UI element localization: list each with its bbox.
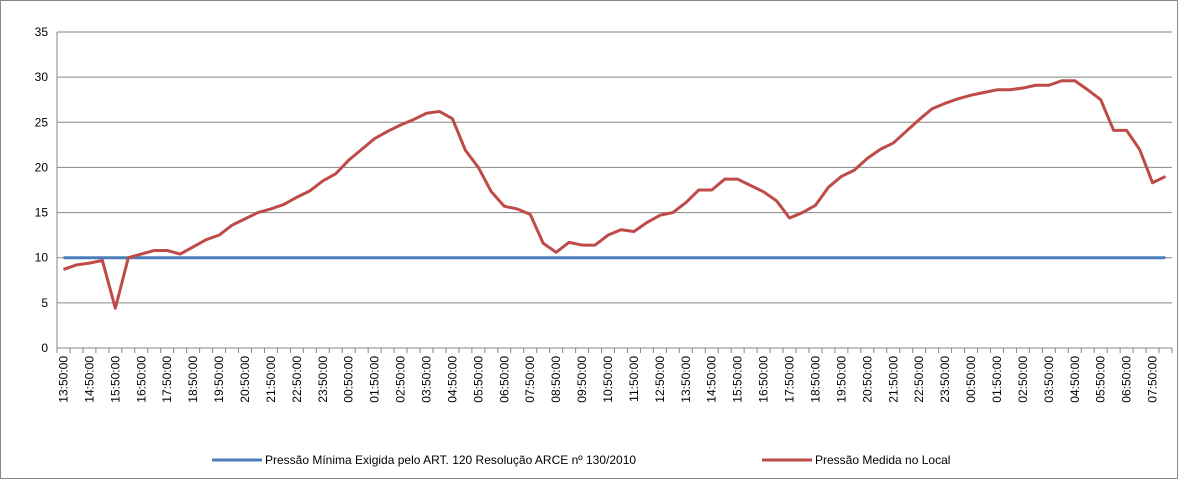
x-tick-label: 05:50:00: [471, 356, 485, 403]
x-tick-label: 02:50:00: [394, 356, 408, 403]
x-tick-label: 17:50:00: [783, 356, 797, 403]
x-tick-label: 02:50:00: [1016, 356, 1030, 403]
x-tick-label: 04:50:00: [445, 356, 459, 403]
x-tick-label: 22:50:00: [290, 356, 304, 403]
x-tick-label: 05:50:00: [1094, 356, 1108, 403]
y-tick-label: 10: [35, 251, 49, 265]
y-tick-label: 0: [41, 341, 48, 355]
x-tick-label: 00:50:00: [342, 356, 356, 403]
y-tick-label: 5: [41, 296, 48, 310]
x-tick-label: 22:50:00: [912, 356, 926, 403]
x-tick-label: 11:50:00: [627, 356, 641, 402]
x-tick-label: 20:50:00: [860, 356, 874, 403]
legend-label: Pressão Mínima Exigida pelo ART. 120 Res…: [265, 453, 636, 467]
x-tick-label: 01:50:00: [990, 356, 1004, 403]
x-tick-label: 16:50:00: [757, 356, 771, 403]
legend-label: Pressão Medida no Local: [815, 453, 950, 467]
y-tick-label: 35: [35, 25, 49, 39]
x-tick-label: 13:50:00: [679, 356, 693, 403]
x-tick-label: 09:50:00: [575, 356, 589, 403]
x-tick-label: 17:50:00: [160, 356, 174, 403]
x-tick-label: 15:50:00: [108, 356, 122, 403]
x-tick-label: 03:50:00: [1042, 356, 1056, 403]
x-tick-label: 18:50:00: [186, 356, 200, 403]
x-tick-label: 10:50:00: [601, 356, 615, 403]
x-tick-label: 07:50:00: [1146, 356, 1160, 403]
x-tick-label: 23:50:00: [316, 356, 330, 403]
x-tick-label: 14:50:00: [82, 356, 96, 403]
x-tick-label: 13:50:00: [56, 356, 70, 403]
y-tick-label: 20: [35, 160, 49, 174]
x-tick-label: 03:50:00: [420, 356, 434, 403]
x-tick-label: 20:50:00: [238, 356, 252, 403]
series-line: [62, 79, 1167, 310]
x-tick-label: 01:50:00: [368, 356, 382, 403]
x-tick-label: 19:50:00: [212, 356, 226, 403]
x-tick-label: 08:50:00: [549, 356, 563, 403]
x-tick-label: 23:50:00: [938, 356, 952, 403]
x-tick-label: 12:50:00: [653, 356, 667, 403]
y-tick-label: 25: [35, 115, 49, 129]
x-tick-label: 21:50:00: [264, 356, 278, 403]
x-tick-label: 21:50:00: [886, 356, 900, 403]
x-tick-label: 15:50:00: [731, 356, 745, 403]
x-tick-label: 16:50:00: [134, 356, 148, 403]
x-tick-label: 04:50:00: [1068, 356, 1082, 403]
x-tick-label: 07:50:00: [523, 356, 537, 403]
x-tick-label: 19:50:00: [834, 356, 848, 403]
y-tick-label: 30: [35, 70, 49, 84]
x-tick-label: 14:50:00: [705, 356, 719, 403]
x-tick-label: 06:50:00: [1120, 356, 1134, 403]
x-tick-label: 00:50:00: [964, 356, 978, 403]
x-tick-label: 06:50:00: [497, 356, 511, 403]
y-tick-label: 15: [35, 206, 49, 220]
x-tick-label: 18:50:00: [808, 356, 822, 403]
